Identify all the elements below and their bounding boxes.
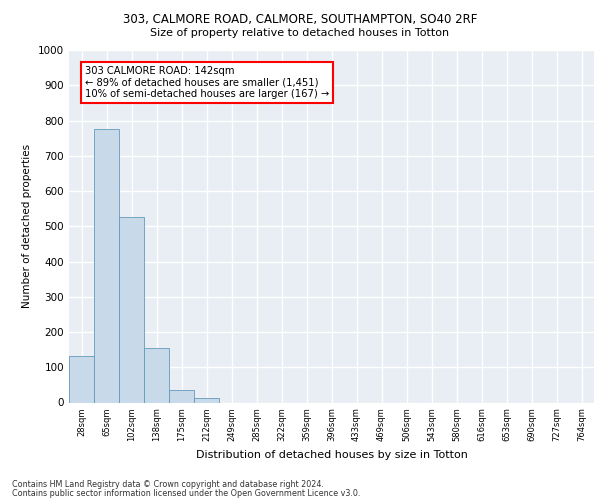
- Bar: [69, 356, 94, 403]
- Bar: [194, 398, 219, 402]
- X-axis label: Distribution of detached houses by size in Totton: Distribution of detached houses by size …: [196, 450, 467, 460]
- Bar: [144, 348, 169, 403]
- Text: Contains public sector information licensed under the Open Government Licence v3: Contains public sector information licen…: [12, 488, 361, 498]
- Text: 303, CALMORE ROAD, CALMORE, SOUTHAMPTON, SO40 2RF: 303, CALMORE ROAD, CALMORE, SOUTHAMPTON,…: [123, 12, 477, 26]
- Text: Contains HM Land Registry data © Crown copyright and database right 2024.: Contains HM Land Registry data © Crown c…: [12, 480, 324, 489]
- Bar: [119, 218, 144, 402]
- Y-axis label: Number of detached properties: Number of detached properties: [22, 144, 32, 308]
- Text: 303 CALMORE ROAD: 142sqm
← 89% of detached houses are smaller (1,451)
10% of sem: 303 CALMORE ROAD: 142sqm ← 89% of detach…: [85, 66, 329, 99]
- Bar: [94, 130, 119, 402]
- Text: Size of property relative to detached houses in Totton: Size of property relative to detached ho…: [151, 28, 449, 38]
- Bar: [169, 390, 194, 402]
